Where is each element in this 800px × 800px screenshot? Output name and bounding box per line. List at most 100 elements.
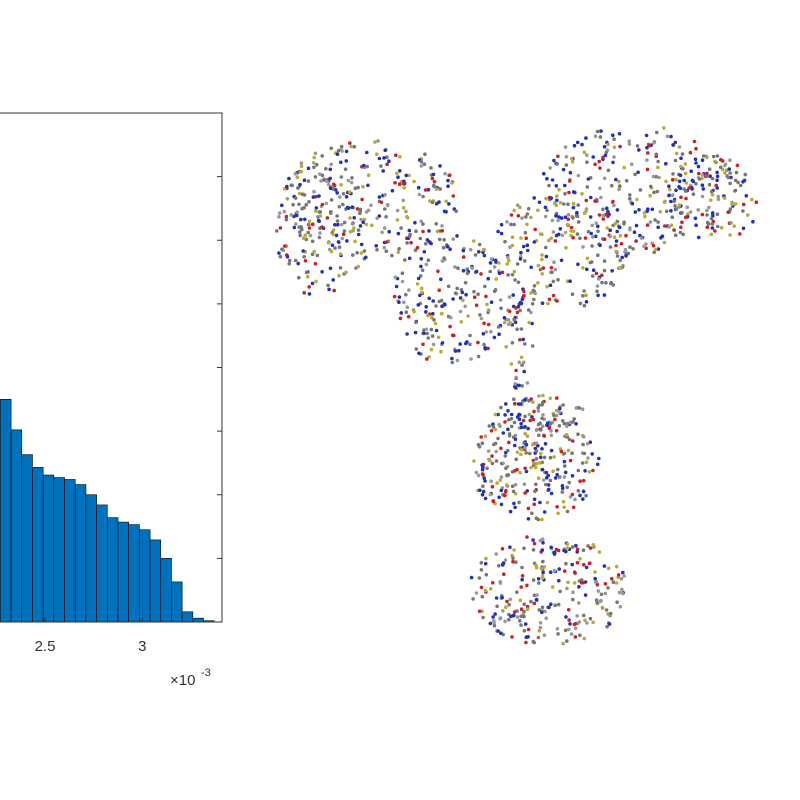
- atom: [573, 626, 578, 631]
- atom: [509, 412, 514, 417]
- atom: [525, 607, 530, 611]
- atom: [534, 449, 539, 453]
- atom: [656, 247, 661, 251]
- atom: [594, 271, 599, 276]
- atom: [472, 239, 476, 243]
- atom: [382, 156, 386, 160]
- atom: [617, 590, 622, 595]
- atom: [450, 356, 454, 361]
- atom: [531, 538, 535, 542]
- atom: [653, 247, 658, 252]
- atom: [492, 265, 497, 269]
- atom: [716, 197, 721, 201]
- atom: [594, 598, 599, 602]
- atom: [508, 597, 513, 602]
- atom: [472, 295, 477, 300]
- atom: [561, 641, 565, 646]
- atom: [499, 502, 504, 507]
- atom: [505, 262, 510, 266]
- atom: [292, 225, 297, 230]
- atom: [728, 171, 732, 175]
- atom: [518, 470, 522, 475]
- atom: [317, 194, 321, 198]
- atom: [723, 170, 727, 175]
- atom: [705, 171, 709, 176]
- atom: [301, 249, 306, 253]
- atom: [519, 236, 523, 240]
- atom: [512, 269, 517, 274]
- atom: [393, 181, 397, 185]
- atom: [503, 558, 508, 562]
- atom: [474, 470, 479, 475]
- atom: [549, 196, 553, 200]
- atom: [398, 154, 402, 159]
- atom: [710, 211, 715, 215]
- atom: [542, 455, 547, 460]
- atom: [525, 222, 529, 227]
- bar: [192, 617, 204, 623]
- atom: [396, 231, 401, 236]
- atom: [701, 187, 706, 191]
- atom: [664, 179, 668, 184]
- atom: [519, 607, 524, 611]
- atom: [481, 247, 486, 252]
- atom: [586, 229, 591, 234]
- atom: [426, 336, 431, 340]
- atom: [544, 254, 549, 259]
- atom: [655, 189, 660, 194]
- atom: [508, 509, 513, 514]
- atom: [453, 349, 458, 353]
- atom: [630, 201, 635, 206]
- atom: [419, 264, 423, 269]
- atom: [656, 165, 660, 170]
- atom: [381, 169, 386, 173]
- atom: [639, 236, 644, 240]
- atom: [570, 545, 575, 549]
- atom: [500, 595, 505, 600]
- atom: [552, 158, 556, 163]
- atom: [302, 178, 307, 182]
- atom: [510, 635, 514, 639]
- atom: [329, 249, 334, 254]
- atom: [547, 297, 552, 302]
- atom: [725, 174, 729, 178]
- atom: [576, 489, 581, 493]
- atom: [575, 547, 580, 552]
- atom: [594, 580, 599, 584]
- atom: [292, 214, 296, 219]
- atom: [633, 172, 637, 177]
- atom: [405, 332, 409, 336]
- atom: [548, 283, 553, 288]
- atom: [553, 476, 558, 480]
- bar: [74, 484, 87, 623]
- atom: [597, 213, 602, 217]
- atom: [678, 230, 683, 235]
- atom: [662, 126, 666, 130]
- atom: [667, 184, 671, 188]
- atom: [606, 209, 610, 214]
- atom: [534, 565, 539, 570]
- atom: [522, 546, 526, 551]
- atom: [458, 296, 463, 300]
- atom: [303, 233, 308, 238]
- atom: [621, 570, 625, 575]
- atom: [464, 292, 468, 297]
- atom: [645, 167, 650, 172]
- atom: [413, 220, 417, 225]
- atom: [513, 320, 518, 325]
- atom: [688, 210, 693, 214]
- atom: [298, 230, 302, 234]
- atom: [581, 245, 585, 249]
- atom: [425, 357, 429, 361]
- atom: [691, 179, 696, 184]
- atom: [578, 493, 582, 498]
- atom: [708, 174, 712, 178]
- atom: [532, 297, 536, 302]
- atom: [542, 171, 546, 176]
- atom: [565, 639, 569, 643]
- atom: [566, 217, 571, 222]
- atom: [360, 197, 364, 202]
- atom: [317, 172, 322, 176]
- atom: [502, 572, 506, 576]
- atom: [700, 194, 705, 199]
